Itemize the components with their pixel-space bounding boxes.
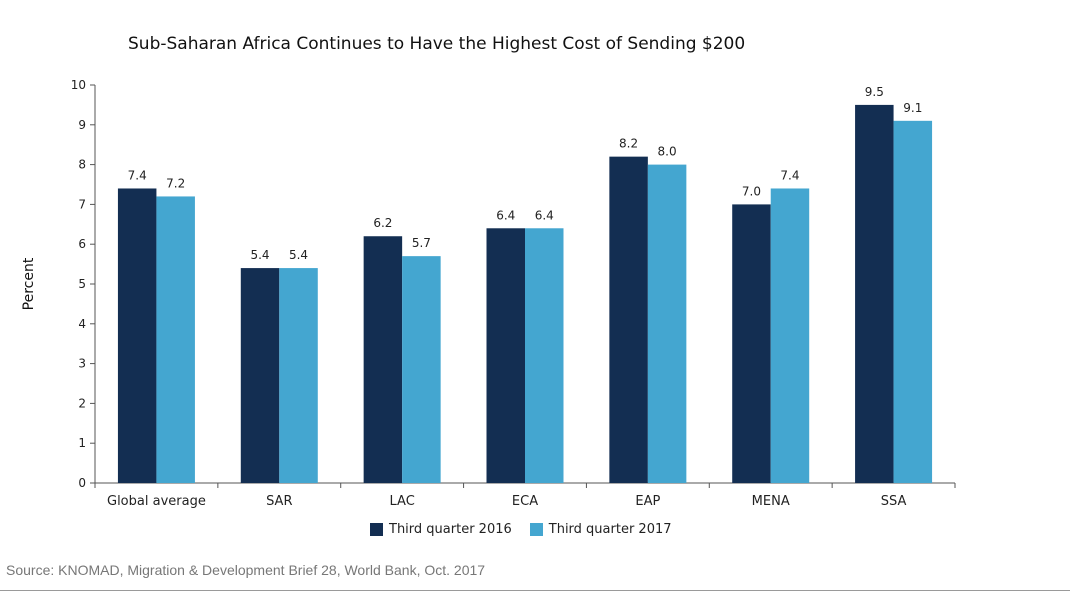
bar-2016-eca (486, 228, 525, 483)
legend-item-2017: Third quarter 2017 (529, 522, 672, 537)
x-tick-label: SSA (881, 494, 907, 509)
data-label: 5.7 (412, 236, 431, 250)
data-label: 7.4 (780, 168, 799, 182)
y-tick-label: 5 (78, 277, 86, 291)
x-tick-label: Global average (107, 494, 206, 509)
bar-2017-eap (647, 164, 687, 483)
bar-2016-global-average (117, 188, 157, 484)
data-label: 6.4 (535, 208, 554, 222)
y-tick-label: 4 (78, 317, 86, 331)
source-note: Source: KNOMAD, Migration & Development … (6, 562, 486, 578)
x-tick-label: EAP (635, 494, 660, 509)
y-tick-label: 1 (78, 436, 86, 450)
data-label: 8.0 (658, 145, 677, 159)
data-label: 5.4 (250, 248, 269, 262)
legend-swatch-2016 (370, 523, 383, 536)
bar-2016-sar (240, 268, 280, 483)
data-label: 9.1 (903, 101, 922, 115)
x-tick-label: MENA (752, 494, 790, 509)
y-tick-label: 2 (78, 396, 86, 410)
x-tick-label: LAC (389, 494, 414, 509)
legend-item-2016: Third quarter 2016 (370, 522, 512, 537)
legend: Third quarter 2016 Third quarter 2017 (370, 522, 672, 537)
bar-2017-eca (525, 228, 564, 483)
bar-2017-lac (402, 256, 441, 483)
y-tick-label: 9 (78, 118, 86, 132)
data-label: 7.2 (166, 176, 185, 190)
bar-2016-eap (609, 156, 648, 483)
x-tick-label: ECA (512, 494, 538, 509)
bar-2017-global-average (156, 196, 195, 483)
data-label: 7.4 (128, 168, 147, 182)
bar-2016-mena (732, 204, 771, 483)
bar-2017-sar (279, 268, 318, 483)
data-label: 7.0 (742, 184, 761, 198)
y-tick-label: 8 (78, 158, 86, 172)
bars (117, 104, 933, 484)
data-label: 6.2 (373, 216, 392, 230)
legend-swatch-2017 (529, 523, 543, 536)
data-label: 8.2 (619, 137, 638, 151)
bar-2016-lac (363, 236, 403, 483)
y-tick-label: 6 (78, 237, 86, 251)
legend-label-2017: Third quarter 2017 (548, 522, 672, 537)
y-tick-label: 3 (78, 357, 86, 371)
labels: 0 1 2 3 4 5 6 7 8 9 10 Global average SAR LAC ECA EAP ME… (21, 78, 922, 509)
y-tick-label: 7 (78, 197, 86, 211)
bar-2017-mena (770, 188, 810, 484)
bottom-divider (0, 590, 1070, 591)
bar-2016-ssa (855, 104, 894, 484)
data-label: 9.5 (865, 85, 884, 99)
data-label: 6.4 (496, 208, 515, 222)
y-axis-title: Percent (21, 257, 37, 310)
legend-label-2016: Third quarter 2016 (389, 522, 512, 537)
bar-2017-ssa (893, 120, 933, 483)
bar-chart: 0 1 2 3 4 5 6 7 8 9 10 Global average SAR LAC ECA EAP ME… (21, 78, 956, 509)
x-tick-label: SAR (266, 494, 292, 509)
chart-title: Sub-Saharan Africa Continues to Have the… (128, 34, 746, 54)
y-tick-label: 0 (78, 476, 86, 490)
data-label: 5.4 (289, 248, 308, 262)
y-tick-label: 10 (71, 78, 86, 92)
